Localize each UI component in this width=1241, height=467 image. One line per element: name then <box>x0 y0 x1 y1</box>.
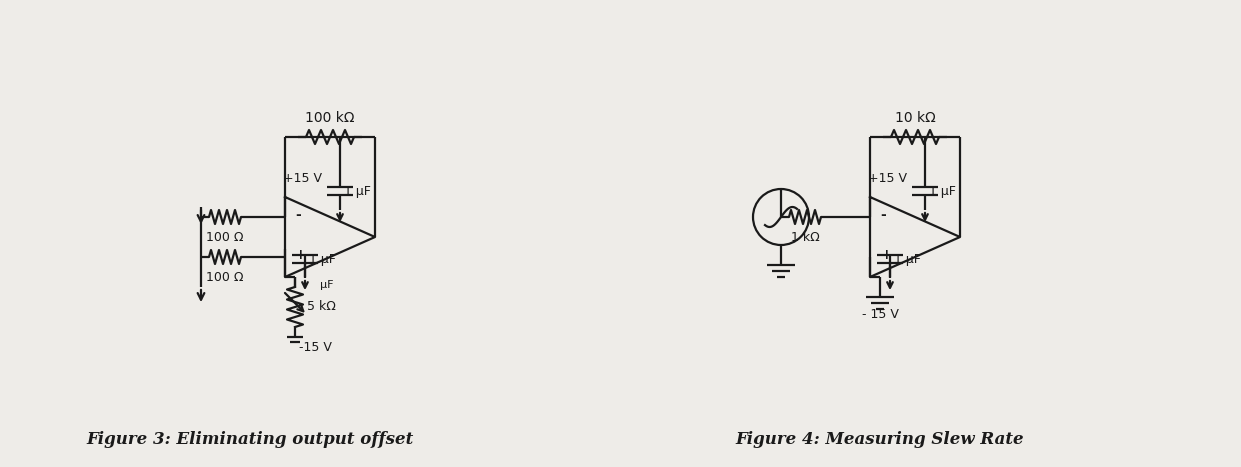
Text: - 15 V: - 15 V <box>861 308 898 321</box>
Text: 1 kΩ: 1 kΩ <box>791 231 819 244</box>
Text: 1 μF: 1 μF <box>309 253 336 266</box>
Text: μF: μF <box>320 280 334 290</box>
Text: 5 kΩ: 5 kΩ <box>307 300 336 313</box>
Text: 1 μF: 1 μF <box>894 253 921 266</box>
Text: +: + <box>295 248 307 262</box>
Text: Figure 3: Eliminating output offset: Figure 3: Eliminating output offset <box>87 431 413 447</box>
Text: +15 V: +15 V <box>283 172 321 185</box>
Text: Figure 4: Measuring Slew Rate: Figure 4: Measuring Slew Rate <box>736 431 1024 447</box>
Text: 100 Ω: 100 Ω <box>206 271 243 284</box>
Text: 10 kΩ: 10 kΩ <box>895 111 936 125</box>
Text: -15 V: -15 V <box>299 341 331 354</box>
Text: +: + <box>880 248 891 262</box>
Text: 100 kΩ: 100 kΩ <box>305 111 355 125</box>
Text: -: - <box>880 208 886 222</box>
Text: 100 Ω: 100 Ω <box>206 231 243 244</box>
Text: 1 μF: 1 μF <box>930 184 956 198</box>
Text: +15 V: +15 V <box>867 172 907 185</box>
Text: 1 μF: 1 μF <box>344 184 371 198</box>
Text: -: - <box>295 208 300 222</box>
